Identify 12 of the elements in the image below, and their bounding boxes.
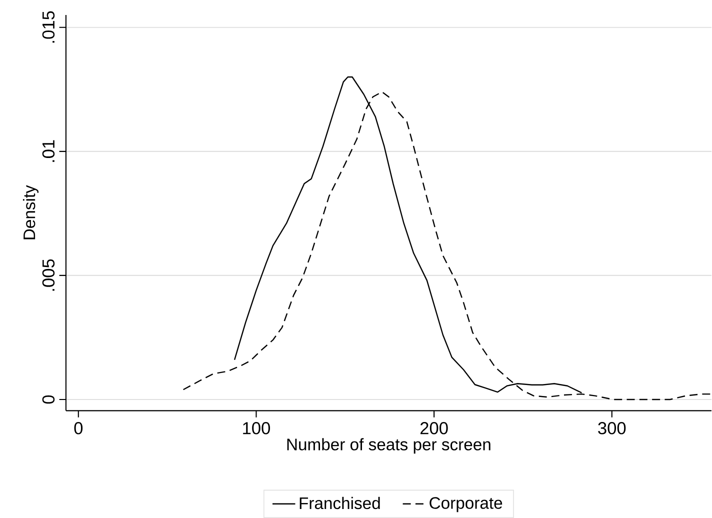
y-tick-label: .01	[42, 140, 55, 162]
y-tick-label: .015	[42, 11, 55, 43]
y-axis-title: Density	[22, 185, 38, 240]
legend-label: Corporate	[430, 497, 502, 512]
y-tick-label: 0	[42, 395, 55, 404]
y-tick-label: .005	[42, 259, 55, 291]
x-tick-label: 200	[420, 422, 448, 434]
x-tick-label: 300	[598, 422, 626, 434]
legend-label: Franchised	[300, 496, 380, 510]
x-axis-title: Number of seats per screen	[287, 438, 490, 454]
x-tick-label: 100	[243, 422, 270, 434]
x-tick-label: 0	[74, 422, 83, 434]
